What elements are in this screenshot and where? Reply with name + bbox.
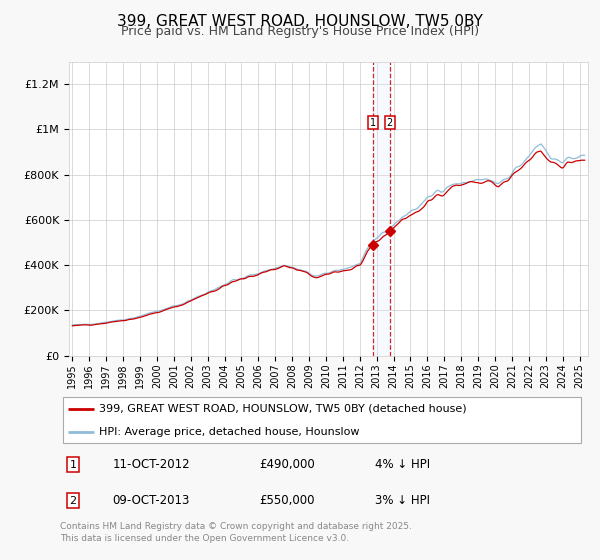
Text: HPI: Average price, detached house, Hounslow: HPI: Average price, detached house, Houn… xyxy=(100,427,360,437)
Text: 11-OCT-2012: 11-OCT-2012 xyxy=(113,458,190,471)
Text: Price paid vs. HM Land Registry's House Price Index (HPI): Price paid vs. HM Land Registry's House … xyxy=(121,25,479,38)
Text: 09-OCT-2013: 09-OCT-2013 xyxy=(113,494,190,507)
Text: £550,000: £550,000 xyxy=(260,494,315,507)
Text: 3% ↓ HPI: 3% ↓ HPI xyxy=(375,494,430,507)
Text: £490,000: £490,000 xyxy=(260,458,315,471)
Text: Contains HM Land Registry data © Crown copyright and database right 2025.
This d: Contains HM Land Registry data © Crown c… xyxy=(60,522,412,543)
FancyBboxPatch shape xyxy=(62,398,581,442)
Bar xyxy=(373,62,389,356)
Text: 399, GREAT WEST ROAD, HOUNSLOW, TW5 0BY (detached house): 399, GREAT WEST ROAD, HOUNSLOW, TW5 0BY … xyxy=(100,404,467,414)
Text: 4% ↓ HPI: 4% ↓ HPI xyxy=(375,458,430,471)
Text: 2: 2 xyxy=(386,118,393,128)
Text: 1: 1 xyxy=(70,460,77,470)
Text: 2: 2 xyxy=(70,496,77,506)
Text: 1: 1 xyxy=(370,118,376,128)
Text: 399, GREAT WEST ROAD, HOUNSLOW, TW5 0BY: 399, GREAT WEST ROAD, HOUNSLOW, TW5 0BY xyxy=(117,14,483,29)
